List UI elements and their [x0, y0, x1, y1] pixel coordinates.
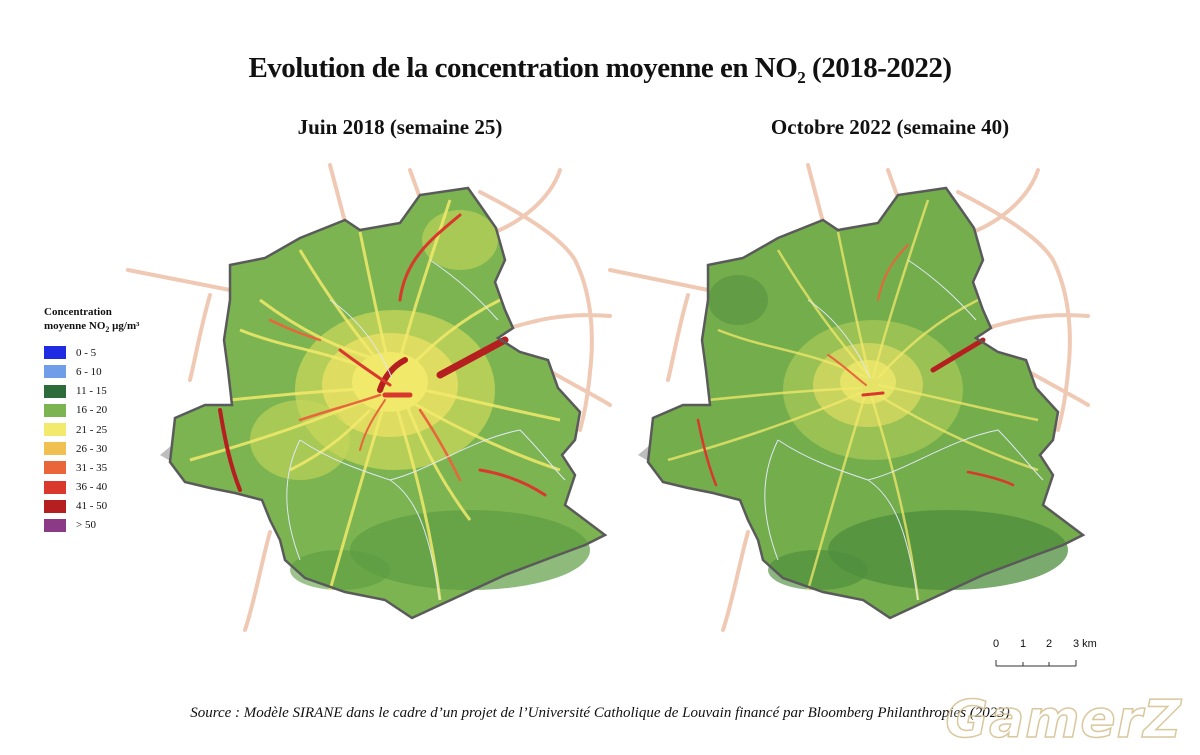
map-title-2022: Octobre 2022 (semaine 40) [770, 115, 1010, 139]
hotspot-roads [218, 213, 547, 497]
map-2022 [608, 163, 1090, 632]
legend-swatch [44, 384, 66, 398]
legend-item: 31 - 35 [44, 458, 214, 477]
road-network [667, 199, 1039, 601]
legend-title: Concentration moyenne NO2 μg/m³ [44, 306, 140, 335]
main-title: Evolution de la concentration moyenne en… [248, 52, 952, 87]
legend-item: 11 - 15 [44, 382, 214, 401]
legend-item: 16 - 20 [44, 401, 214, 420]
legend-item: 41 - 50 [44, 497, 214, 516]
legend-item: 26 - 30 [44, 439, 214, 458]
legend-item: > 50 [44, 516, 214, 535]
legend-swatch [44, 518, 66, 532]
legend-swatch [44, 346, 66, 360]
legend-items: 0 - 5 6 - 10 11 - 15 16 - 20 21 - 25 26 … [44, 343, 214, 535]
scale-tick: 2 [1046, 638, 1053, 650]
map-2018 [126, 163, 612, 632]
scale-bar: 0 1 2 3 km [985, 636, 1105, 670]
scale-tick: 3 km [1073, 638, 1097, 650]
legend-item: 36 - 40 [44, 478, 214, 497]
scale-bar-line [995, 660, 1077, 667]
map-title-2018: Juin 2018 (semaine 25) [297, 115, 503, 139]
district-lines [764, 259, 1044, 601]
source-note: Source : Modèle SIRANE dans le cadre d’u… [190, 705, 1010, 721]
watermark-logo: GamerZ [945, 689, 1182, 751]
legend-item: 21 - 25 [44, 420, 214, 439]
legend-swatch [44, 499, 66, 513]
hotspot-roads [696, 244, 1015, 487]
legend-swatch [44, 461, 66, 475]
legend-swatch [44, 365, 66, 379]
legend: Concentration moyenne NO2 μg/m³ 0 - 5 6 … [44, 305, 214, 535]
legend-item: 6 - 10 [44, 362, 214, 381]
legend-swatch [44, 480, 66, 494]
scale-tick: 1 [1020, 638, 1027, 650]
legend-swatch [44, 403, 66, 417]
legend-item: 0 - 5 [44, 343, 214, 362]
scale-tick: 0 [993, 638, 1000, 650]
legend-swatch [44, 442, 66, 456]
district-lines [286, 259, 566, 601]
legend-swatch [44, 423, 66, 437]
